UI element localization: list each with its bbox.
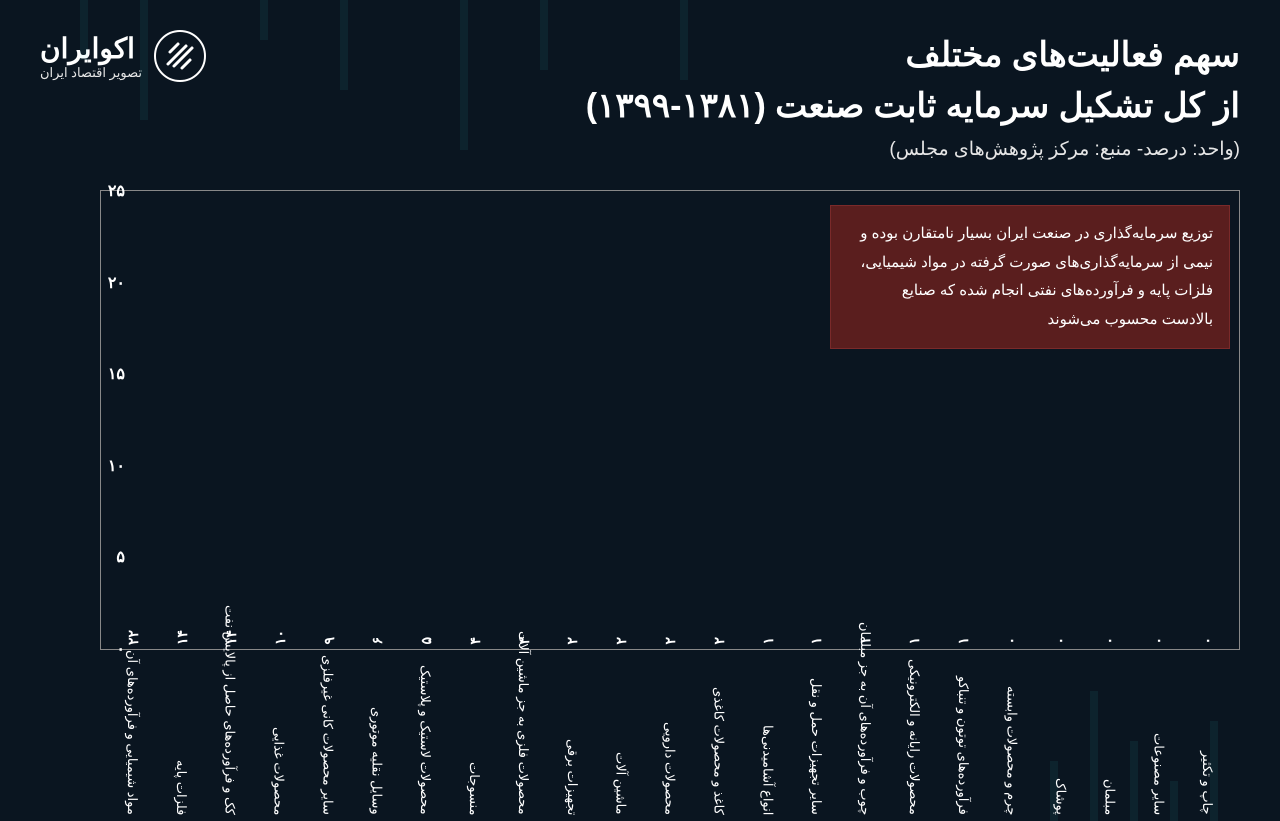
- x-axis-label: سایر مصنوعات: [1134, 655, 1183, 815]
- y-axis-tick: ۱۵: [108, 364, 125, 384]
- x-axis-label: چرم و محصولات وابسته: [988, 655, 1037, 815]
- brand-text: اکوایران تصویر اقتصاد ایران: [40, 32, 142, 81]
- bar-value-label: ۲: [613, 637, 629, 645]
- bar-value-label: ۱۰: [272, 630, 288, 645]
- y-axis-tick: ۵: [116, 547, 125, 567]
- x-axis-label: فرآورده‌های توتون و تنباکو: [939, 655, 988, 815]
- titles-block: سهم فعالیت‌های مختلف از کل تشکیل سرمایه …: [586, 30, 1240, 161]
- bar-value-label: ۵: [418, 637, 434, 645]
- x-axis-label: چوب و فرآورده‌های آن به جز مبلمان: [841, 655, 890, 815]
- bar-value-label: ۰: [1150, 637, 1166, 645]
- x-axis-label: سایر محصولات کانی غیرفلزی: [304, 655, 353, 815]
- bar-value-label: ۰: [1003, 637, 1019, 645]
- brand: اکوایران تصویر اقتصاد ایران: [40, 30, 206, 82]
- bar-value-label: ۰: [1199, 637, 1215, 645]
- bar-value-label: ۱۴: [174, 630, 190, 645]
- bar-value-label: ۲: [662, 637, 678, 645]
- bar-value-label: ۲۲: [125, 630, 141, 645]
- bar-value-label: ۰: [1101, 637, 1117, 645]
- brand-logo-icon: [154, 30, 206, 82]
- bar-value-label: ۱: [955, 637, 971, 645]
- x-axis-label: محصولات فلزی به جز ماشین آلات: [499, 655, 548, 815]
- bar-value-label: ۰: [1052, 637, 1068, 645]
- x-axis-label: تجهیزات برقی: [548, 655, 597, 815]
- x-axis-label: فلزات پایه: [157, 655, 206, 815]
- xlabels-container: مواد شیمیایی و فرآورده‌های آنفلزات پایهک…: [100, 655, 1240, 815]
- bar-value-label: ۶: [369, 637, 385, 645]
- x-axis-label: محصولات لاستیک و پلاستیک: [401, 655, 450, 815]
- bar-value-label: ۴: [467, 637, 483, 645]
- header: سهم فعالیت‌های مختلف از کل تشکیل سرمایه …: [0, 0, 1280, 161]
- x-axis-label: سایر تجهیزات حمل و نقل: [792, 655, 841, 815]
- x-axis-label: منسوجات: [450, 655, 499, 815]
- brand-name: اکوایران: [40, 32, 142, 65]
- x-axis-label: کاغذ و محصولات کاغذی: [695, 655, 744, 815]
- bar-value-label: ۲: [564, 637, 580, 645]
- x-axis-label: پوشاک: [1037, 655, 1086, 815]
- y-axis-tick: ۲۵: [108, 181, 125, 201]
- x-axis-label: مواد شیمیایی و فرآورده‌های آن: [108, 655, 157, 815]
- x-axis-label: انواع آشامیدنی‌ها: [743, 655, 792, 815]
- brand-tagline: تصویر اقتصاد ایران: [40, 65, 142, 81]
- y-axis-tick: ۲۰: [108, 273, 125, 293]
- x-axis-label: وسایل نقلیه موتوری: [352, 655, 401, 815]
- x-axis-label: کک و فرآورده‌های حاصل از پالایش نفت: [206, 655, 255, 815]
- page-subtitle: (واحد: درصد- منبع: مرکز پژوهش‌های مجلس): [586, 138, 1240, 161]
- x-axis-label: چاپ و تکثیر: [1183, 655, 1232, 815]
- bar-value-label: ۱: [906, 637, 922, 645]
- page-title-line1: سهم فعالیت‌های مختلف: [586, 30, 1240, 81]
- bar-value-label: ۱: [760, 637, 776, 645]
- x-axis-label: محصولات دارویی: [646, 655, 695, 815]
- x-axis-label: محصولات رایانه و الکترونیکی: [890, 655, 939, 815]
- y-axis-tick: ۱۰: [108, 456, 125, 476]
- annotation-box: توزیع سرمایه‌گذاری در صنعت ایران بسیار ن…: [830, 205, 1230, 349]
- page-title-line2: از کل تشکیل سرمایه ثابت صنعت (۱۳۸۱-۱۳۹۹): [586, 81, 1240, 132]
- x-axis-label: ماشین آلات: [597, 655, 646, 815]
- bar-value-label: ۲: [711, 637, 727, 645]
- x-axis-label: محصولات غذایی: [255, 655, 304, 815]
- bar-value-label: ۱: [808, 637, 824, 645]
- x-axis-label: مبلمان: [1086, 655, 1135, 815]
- bar-value-label: ۹: [321, 637, 337, 645]
